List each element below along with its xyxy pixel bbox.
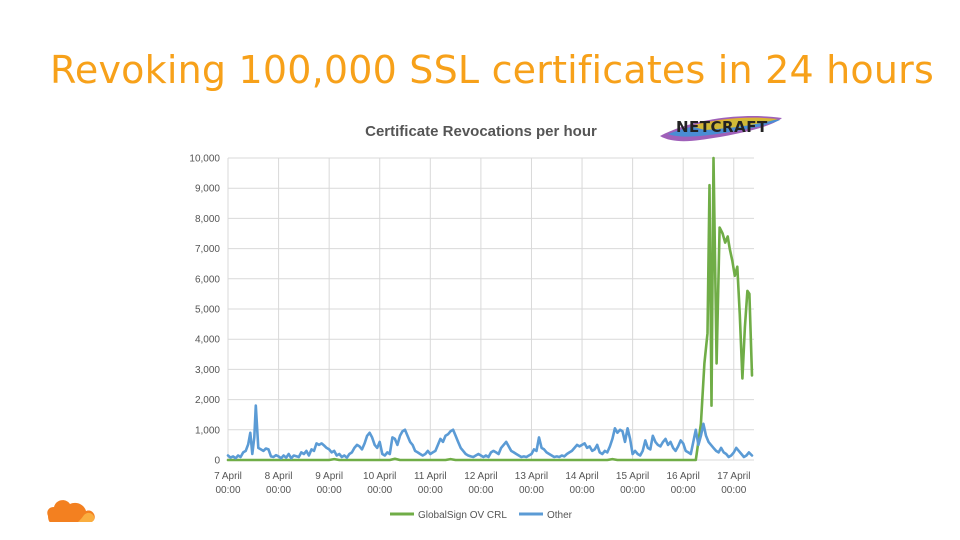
grid-layer bbox=[227, 157, 754, 461]
x-tick-label-date: 14 April bbox=[565, 471, 598, 482]
x-tick-label-date: 7 April bbox=[214, 471, 242, 482]
y-tick-label: 7,000 bbox=[195, 244, 220, 255]
x-tick-label-date: 8 April bbox=[265, 471, 293, 482]
y-tick-label: 9,000 bbox=[195, 184, 220, 195]
x-tick-label-time: 00:00 bbox=[570, 485, 595, 496]
x-tick-label-date: 16 April bbox=[667, 471, 700, 482]
cloud-logo-highlight bbox=[78, 512, 95, 522]
x-tick-label-time: 00:00 bbox=[671, 485, 696, 496]
logo-rainbow-swoosh-3 bbox=[690, 117, 778, 130]
legend-label-globalsign: GlobalSign OV CRL bbox=[418, 510, 507, 521]
x-tick-label-date: 11 April bbox=[414, 471, 447, 482]
y-tick-label: 3,000 bbox=[195, 365, 220, 376]
legend-label-other: Other bbox=[547, 510, 573, 521]
x-tick-label-date: 15 April bbox=[616, 471, 649, 482]
y-tick-label: 4,000 bbox=[195, 335, 220, 346]
slide-title: Revoking 100,000 SSL certificates in 24 … bbox=[50, 48, 934, 92]
x-tick-label-time: 00:00 bbox=[266, 485, 291, 496]
chart-title: Certificate Revocations per hour bbox=[365, 123, 597, 140]
x-tick-label-time: 00:00 bbox=[519, 485, 544, 496]
y-tick-label: 2,000 bbox=[195, 395, 220, 406]
x-tick-label-date: 17 April bbox=[717, 471, 750, 482]
x-tick-label-date: 12 April bbox=[464, 471, 497, 482]
netcraft-logo: NETCRAFT bbox=[660, 116, 782, 142]
y-tick-label: 10,000 bbox=[189, 154, 220, 165]
y-tick-label: 0 bbox=[214, 456, 220, 467]
y-tick-label: 8,000 bbox=[195, 214, 220, 225]
x-tick-label-time: 00:00 bbox=[215, 485, 240, 496]
x-tick-label-date: 9 April bbox=[315, 471, 343, 482]
cloud-logo-icon bbox=[47, 500, 95, 522]
series-layer bbox=[226, 156, 754, 462]
cloud-logo-shape bbox=[47, 500, 95, 522]
y-tick-label: 5,000 bbox=[195, 305, 220, 316]
logo-text: NETCRAFT bbox=[676, 118, 768, 136]
x-tick-label-time: 00:00 bbox=[418, 485, 443, 496]
y-tick-label: 1,000 bbox=[195, 425, 220, 436]
series-line-other bbox=[226, 404, 754, 460]
legend: GlobalSign OV CRL Other bbox=[390, 510, 573, 521]
y-tick-label: 6,000 bbox=[195, 274, 220, 285]
x-tick-label-time: 00:00 bbox=[367, 485, 392, 496]
axis-labels: 0 1,000 2,000 3,000 4,000 5,000 6,000 7,000 8,00… bbox=[189, 154, 750, 497]
x-tick-label-time: 00:00 bbox=[468, 485, 493, 496]
x-tick-label-date: 10 April bbox=[363, 471, 396, 482]
x-tick-label-time: 00:00 bbox=[620, 485, 645, 496]
x-tick-label-time: 00:00 bbox=[317, 485, 342, 496]
x-tick-label-date: 13 April bbox=[515, 471, 548, 482]
series-line-globalsign-ov-crl bbox=[226, 156, 754, 462]
x-tick-label-time: 00:00 bbox=[721, 485, 746, 496]
